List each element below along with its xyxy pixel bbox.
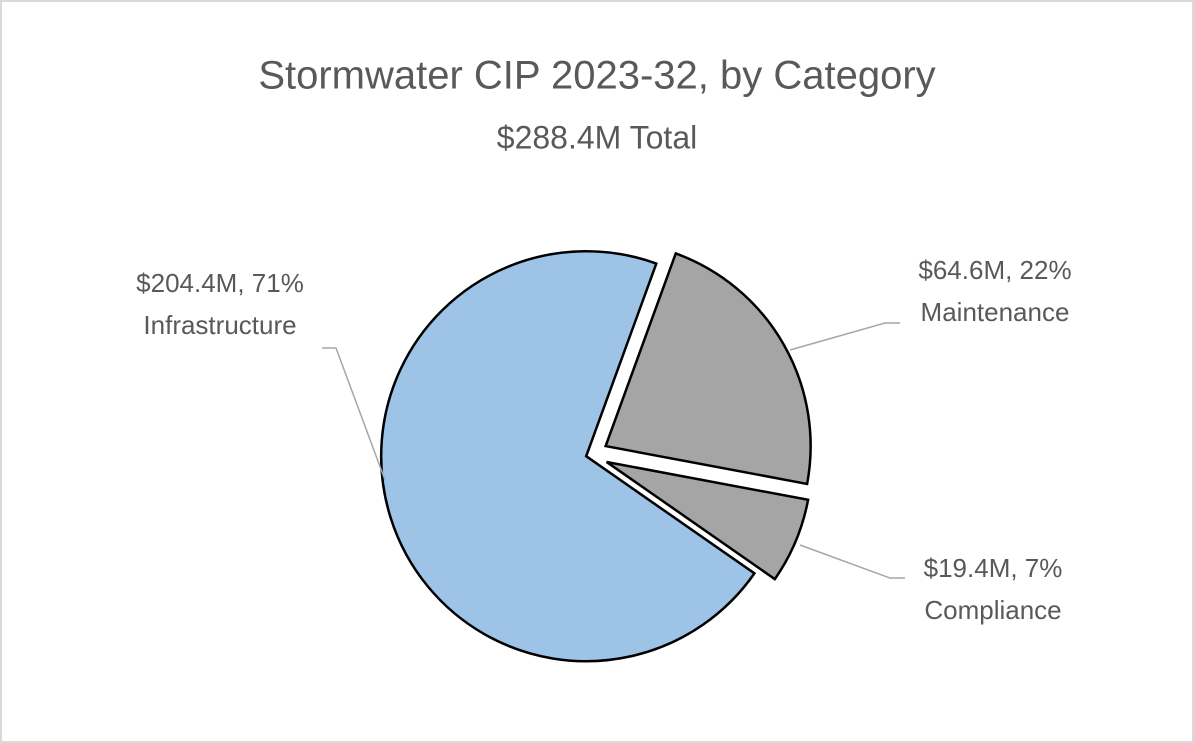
data-label: $64.6M, 22% bbox=[918, 255, 1071, 285]
category-label: Compliance bbox=[924, 595, 1061, 625]
data-label: $19.4M, 7% bbox=[924, 553, 1063, 583]
leader-line bbox=[789, 322, 900, 351]
pie-slice bbox=[379, 249, 757, 663]
chart-title: Stormwater CIP 2023-32, by Category bbox=[258, 54, 935, 98]
leader-line bbox=[799, 544, 905, 579]
category-label: Infrastructure bbox=[143, 310, 296, 340]
pie-slice bbox=[603, 251, 812, 486]
data-label: $204.4M, 71% bbox=[136, 268, 304, 298]
chart-subtitle: $288.4M Total bbox=[497, 119, 697, 155]
leader-line bbox=[322, 347, 386, 481]
pie-slice bbox=[605, 460, 810, 581]
category-label: Maintenance bbox=[921, 297, 1070, 327]
